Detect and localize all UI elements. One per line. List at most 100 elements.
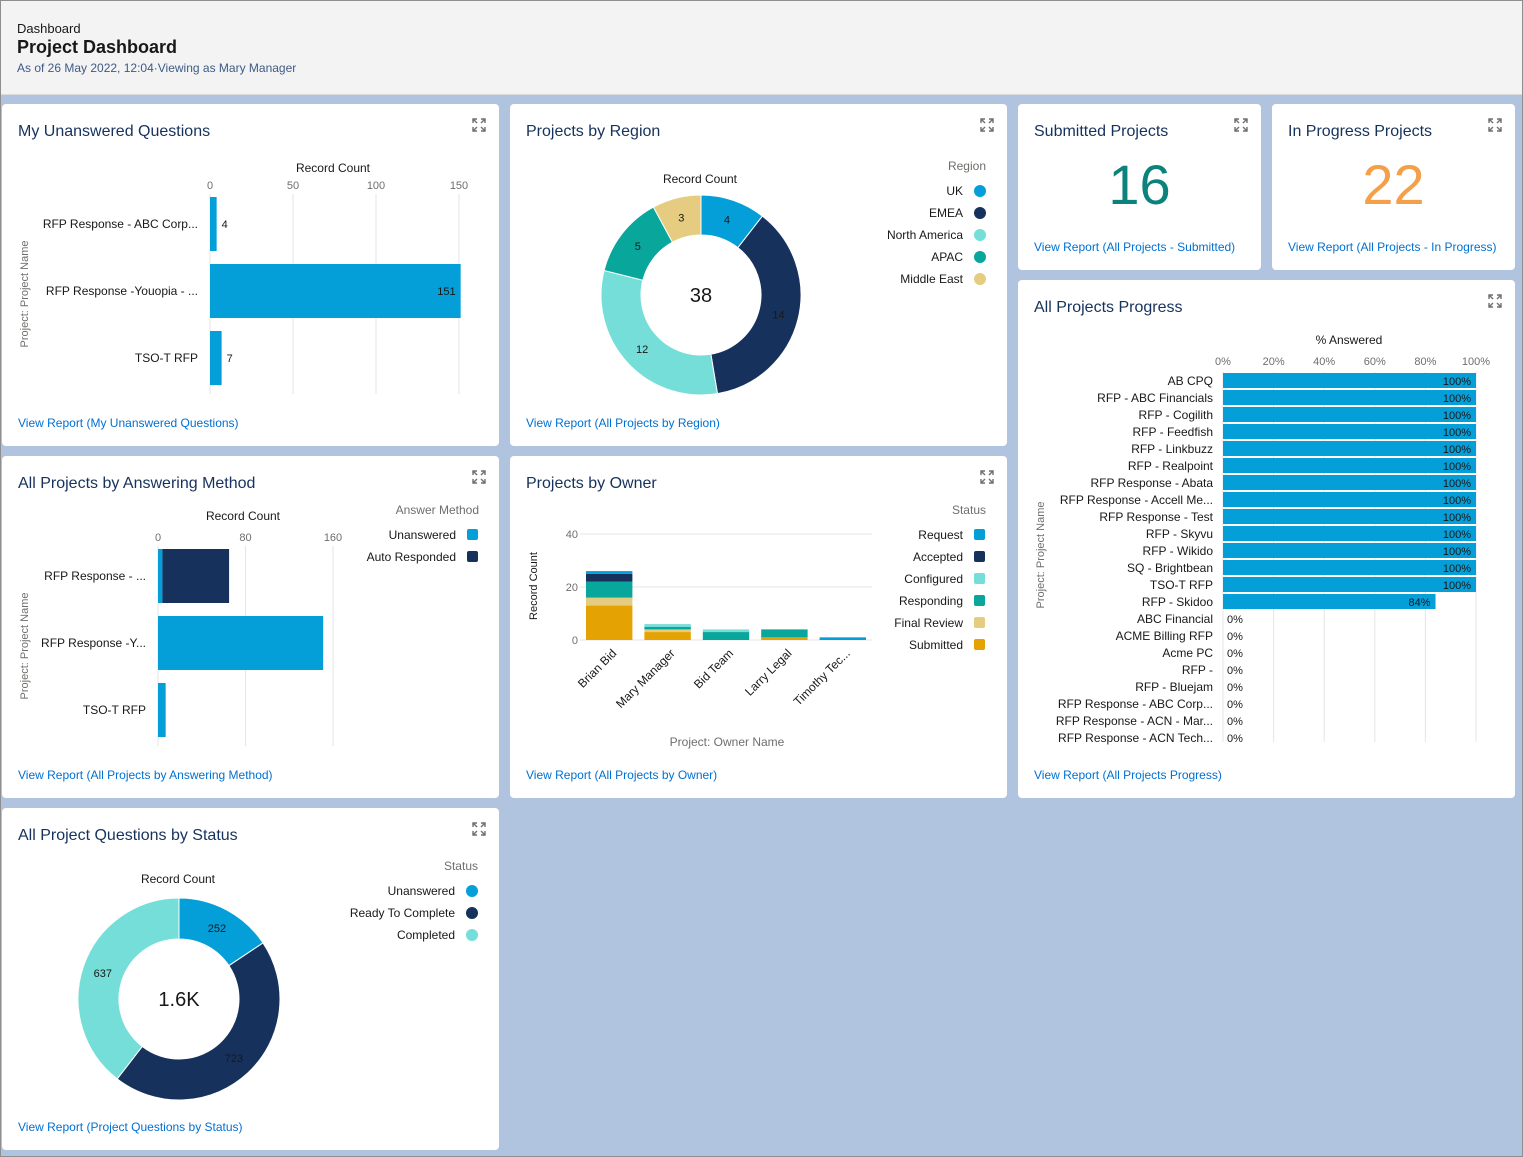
bar-segment bbox=[644, 626, 691, 630]
category-label: Bid Team bbox=[691, 646, 736, 691]
bar bbox=[1223, 475, 1476, 490]
axis-label: Record Count bbox=[528, 552, 540, 620]
view-report-link[interactable]: View Report (All Projects - In Progress) bbox=[1288, 240, 1497, 254]
category-label: RFP Response - ABC Corp... bbox=[1058, 697, 1213, 711]
legend-swatch bbox=[974, 639, 985, 650]
legend-swatch bbox=[974, 207, 986, 219]
view-report-link[interactable]: View Report (All Projects by Region) bbox=[526, 416, 720, 430]
category-label: RFP Response - ABC Corp... bbox=[43, 217, 198, 231]
expand-icon[interactable] bbox=[472, 470, 486, 484]
legend-swatch bbox=[974, 617, 985, 628]
bar-segment bbox=[158, 549, 163, 603]
tick-label: 20% bbox=[1263, 356, 1285, 368]
card-title: All Projects Progress bbox=[1034, 299, 1183, 316]
tick-label: 40 bbox=[566, 529, 578, 541]
expand-icon[interactable] bbox=[980, 470, 994, 484]
bar-segment bbox=[702, 629, 750, 633]
view-report-link[interactable]: View Report (All Projects - Submitted) bbox=[1034, 240, 1236, 254]
data-label: 0% bbox=[1227, 614, 1243, 626]
data-label: 100% bbox=[1443, 563, 1471, 575]
category-label: RFP - Bluejam bbox=[1135, 680, 1213, 694]
legend-label: Ready To Complete bbox=[350, 906, 455, 920]
chart-qstatus: Record Count 252 723 637 1.6K Status Unanswere… bbox=[77, 859, 478, 1101]
bar bbox=[1223, 441, 1476, 456]
card-owner: Projects by Owner 0 20 40 Record Count Brian… bbox=[510, 456, 1007, 798]
category-label: RFP Response - Abata bbox=[1090, 476, 1213, 490]
legend-swatch bbox=[467, 529, 478, 540]
view-report-link[interactable]: View Report (All Projects by Answering M… bbox=[18, 768, 273, 782]
category-label: RFP Response - Test bbox=[1099, 510, 1213, 524]
data-label: 4 bbox=[222, 219, 228, 231]
expand-icon[interactable] bbox=[1234, 118, 1248, 132]
center-total: 1.6K bbox=[158, 989, 200, 1011]
view-report-link[interactable]: View Report (All Projects by Owner) bbox=[526, 768, 718, 782]
legend-swatch bbox=[974, 595, 985, 606]
bar bbox=[1223, 373, 1476, 388]
legend-label: Unanswered bbox=[388, 884, 455, 898]
view-report-link[interactable]: View Report (Project Questions by Status… bbox=[18, 1120, 243, 1134]
card-in-progress: In Progress Projects 22 View Report (All… bbox=[1272, 104, 1515, 270]
legend-swatch bbox=[466, 885, 478, 897]
data-label: 12 bbox=[636, 344, 648, 356]
expand-icon[interactable] bbox=[472, 118, 486, 132]
category-label: RFP - Skyvu bbox=[1146, 527, 1213, 541]
category-label: RFP - Cogilith bbox=[1139, 408, 1213, 422]
legend-swatch bbox=[467, 551, 478, 562]
expand-icon[interactable] bbox=[1488, 118, 1502, 132]
category-label: RFP Response -Youopia - ... bbox=[46, 284, 198, 298]
data-label: 100% bbox=[1443, 529, 1471, 541]
view-report-link[interactable]: View Report (All Projects Progress) bbox=[1034, 768, 1222, 782]
axis-label: Project: Project Name bbox=[19, 593, 31, 700]
dashboard-header: Dashboard Project Dashboard As of 26 May… bbox=[1, 1, 1522, 95]
bar bbox=[210, 264, 461, 318]
tick-label: 80 bbox=[239, 532, 251, 544]
bar-segment bbox=[158, 683, 166, 737]
bar bbox=[210, 197, 217, 251]
data-label: 100% bbox=[1443, 495, 1471, 507]
expand-icon[interactable] bbox=[1488, 294, 1502, 308]
tick-label: 60% bbox=[1364, 356, 1386, 368]
bar bbox=[1223, 492, 1476, 507]
legend-label: Request bbox=[918, 528, 963, 542]
bar bbox=[1223, 407, 1476, 422]
data-label: 4 bbox=[724, 214, 730, 226]
expand-icon[interactable] bbox=[472, 822, 486, 836]
legend-swatch bbox=[974, 229, 986, 241]
pie-slice bbox=[116, 942, 281, 1101]
legend-swatch bbox=[974, 551, 985, 562]
legend-swatch bbox=[466, 929, 478, 941]
legend-label: Responding bbox=[899, 594, 963, 608]
legend-swatch bbox=[974, 251, 986, 263]
card-title: My Unanswered Questions bbox=[18, 123, 211, 140]
bar-segment bbox=[819, 637, 866, 640]
category-label: Timothy Tec... bbox=[791, 646, 853, 708]
data-label: 84% bbox=[1408, 597, 1430, 609]
axis-label: Project: Project Name bbox=[1035, 502, 1047, 609]
bar-segment bbox=[162, 549, 230, 603]
legend-label: Completed bbox=[397, 928, 455, 942]
metric-value: 16 bbox=[1108, 153, 1171, 216]
legend-swatch bbox=[974, 185, 986, 197]
chart-unanswered: Record Count 0 50 100 150 Project: Project Na… bbox=[19, 161, 468, 394]
axis-label: Project: Owner Name bbox=[670, 735, 785, 749]
category-label: SQ - Brightbean bbox=[1127, 561, 1213, 575]
category-label: RFP - Feedfish bbox=[1133, 425, 1213, 439]
category-label: RFP Response - ACN Tech... bbox=[1058, 731, 1213, 745]
legend-swatch bbox=[974, 273, 986, 285]
tick-label: 50 bbox=[287, 180, 299, 192]
tick-label: 20 bbox=[566, 582, 578, 594]
card-submitted: Submitted Projects 16 View Report (All P… bbox=[1018, 104, 1261, 270]
view-report-link[interactable]: View Report (My Unanswered Questions) bbox=[18, 416, 239, 430]
tick-label: 160 bbox=[324, 532, 342, 544]
chart-title: % Answered bbox=[1316, 333, 1383, 347]
legend-label: Configured bbox=[904, 572, 963, 586]
data-label: 7 bbox=[227, 353, 233, 365]
expand-icon[interactable] bbox=[980, 118, 994, 132]
legend-title: Region bbox=[948, 159, 986, 173]
tick-label: 0 bbox=[572, 635, 578, 647]
chart-title: Record Count bbox=[141, 872, 216, 886]
pie-slice bbox=[652, 194, 702, 243]
card-answering-method: All Projects by Answering Method Record … bbox=[2, 456, 499, 798]
data-label: 0% bbox=[1227, 682, 1243, 694]
